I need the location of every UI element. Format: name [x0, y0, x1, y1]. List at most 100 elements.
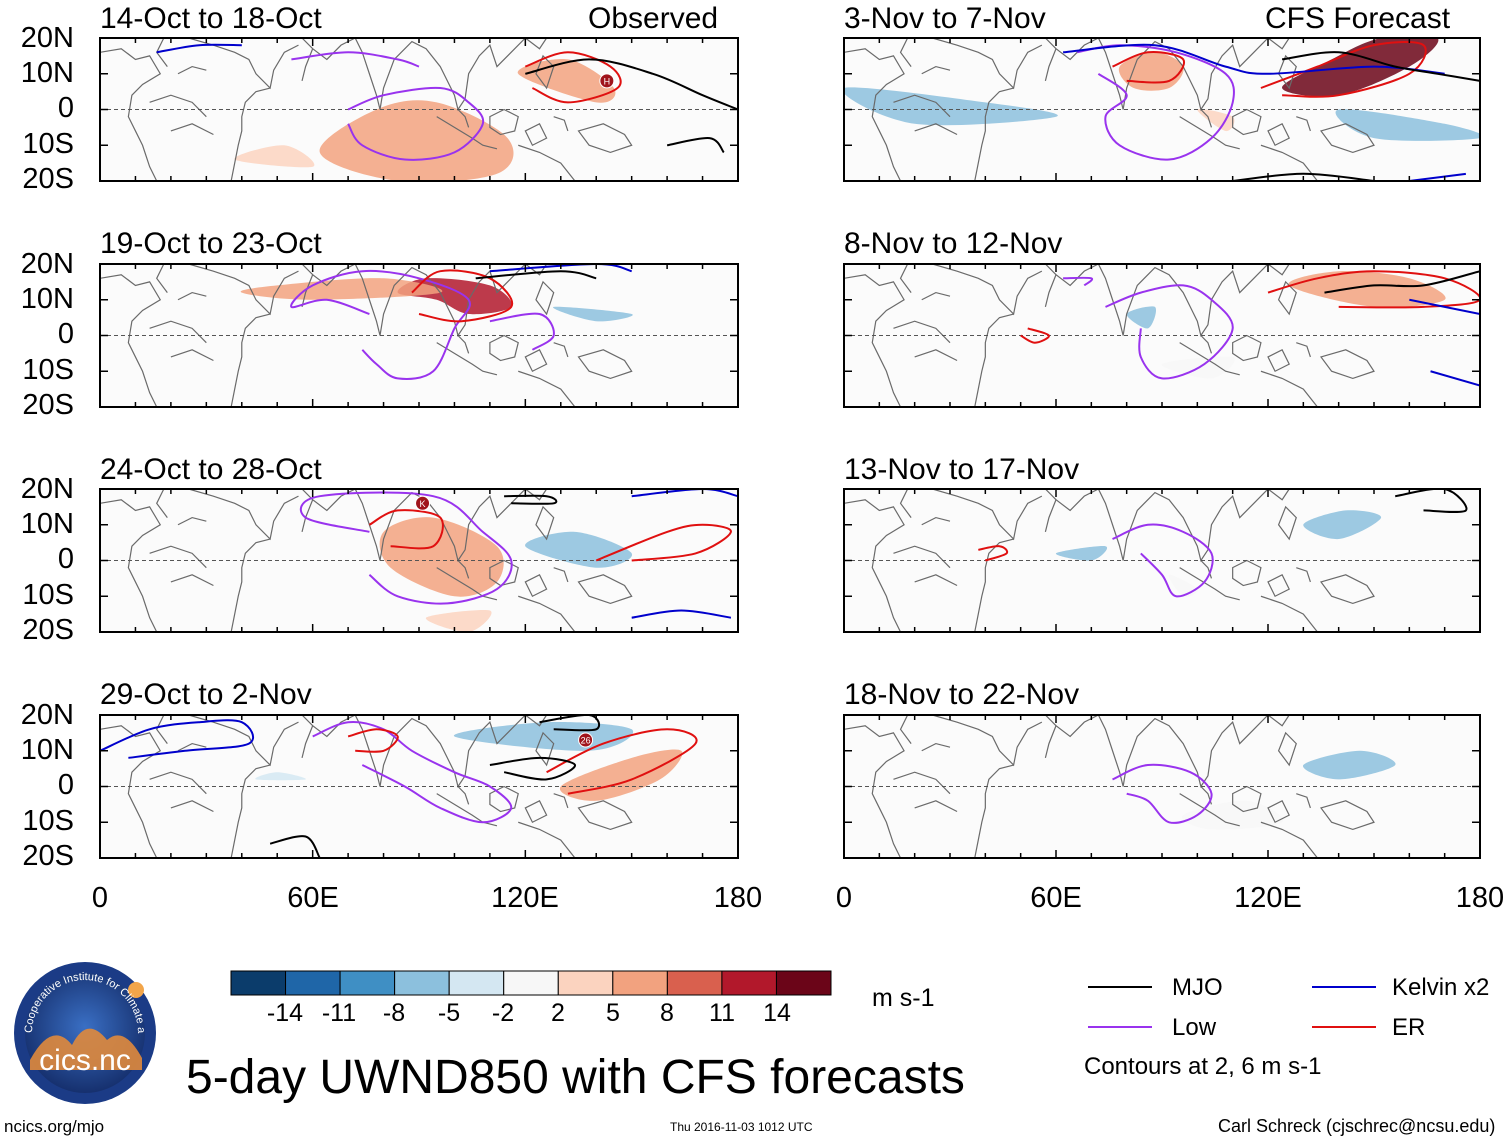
coastline: [178, 67, 206, 74]
map-panel-observed-4: 26: [99, 714, 739, 859]
coastline: [302, 38, 355, 59]
x-tick: 180: [1455, 882, 1505, 914]
colorbar-swatch: [503, 970, 559, 996]
coastline: [458, 110, 469, 128]
colorbar-label: 8: [660, 999, 674, 1027]
coastline: [1261, 145, 1318, 181]
coastline: [355, 715, 525, 787]
panel-title-8: 18-Nov to 22-Nov: [844, 678, 1080, 711]
colorbar-swatch: [557, 970, 614, 996]
colorbar-swatch: [666, 970, 723, 996]
coastline: [554, 117, 568, 131]
coastline: [189, 38, 299, 88]
coastline: [171, 801, 214, 812]
coastline: [100, 275, 160, 407]
coastline: [922, 293, 950, 300]
colorbar-swatch: [448, 970, 505, 996]
coastline: [915, 350, 957, 361]
panel-title-1: 14-Oct to 18-Oct: [100, 2, 322, 35]
coastline: [975, 314, 1014, 407]
wind-anomaly-shading: [234, 145, 315, 168]
colorbar-label: -5: [437, 999, 461, 1027]
coastline: [1268, 801, 1289, 822]
coastline: [525, 575, 546, 596]
y-tick: 0: [57, 769, 74, 801]
storm-marker-label: K: [420, 499, 426, 509]
coastline: [231, 765, 270, 858]
legend-note: Contours at 2, 6 m s-1: [1084, 1053, 1322, 1080]
panel-title-3: 24-Oct to 28-Oct: [100, 453, 322, 486]
coastline: [100, 500, 160, 632]
colorbar-label: 14: [763, 999, 791, 1027]
logo-text: cics.nc: [39, 1044, 131, 1077]
y-tick: 0: [57, 92, 74, 124]
footer-url[interactable]: ncics.org/mjo: [4, 1117, 105, 1136]
x-tick: 180: [713, 882, 763, 914]
er-contour: [524, 51, 622, 104]
y-tick: 20S: [22, 614, 74, 646]
low-contour: [1077, 44, 1235, 161]
colorbar: [230, 970, 832, 996]
er-contour: [1020, 327, 1050, 344]
coastline: [1045, 489, 1098, 510]
coastline: [178, 518, 206, 525]
colorbar-label: 5: [606, 999, 620, 1027]
wind-anomaly-shading: [1302, 750, 1396, 780]
mjo-contour: [489, 756, 576, 781]
coastline: [525, 489, 546, 500]
footer-timestamp: Thu 2016-11-03 1012 UTC: [670, 1120, 813, 1134]
coastline: [157, 264, 168, 293]
coastline: [231, 314, 270, 407]
coastline: [536, 56, 554, 88]
wind-anomaly-shading: [1303, 510, 1382, 540]
coastline: [1279, 56, 1297, 88]
coastline: [157, 489, 168, 518]
coastline: [554, 568, 568, 582]
colorbar-swatch: [721, 970, 777, 996]
wind-anomaly-shading: [319, 100, 514, 181]
coastline: [536, 282, 554, 314]
coastline: [458, 561, 469, 579]
wind-anomaly-shading: [1288, 270, 1446, 308]
coastline: [525, 715, 546, 726]
coastline: [525, 350, 546, 371]
coastline: [1180, 117, 1240, 149]
coastline: [189, 489, 299, 539]
er-contour: [546, 728, 698, 795]
wind-anomaly-shading: [240, 278, 443, 300]
coastline: [490, 110, 518, 135]
colorbar-swatch: [394, 970, 450, 996]
coastline: [1268, 715, 1289, 726]
kelvin-contour: [156, 43, 242, 54]
forecast-label: CFS Forecast: [1265, 2, 1451, 35]
coastline: [844, 726, 904, 858]
coastline: [1180, 794, 1240, 826]
er-contour: [1260, 41, 1427, 98]
coastline: [1261, 596, 1318, 632]
coastline: [554, 794, 568, 808]
mjo-contour: [666, 137, 725, 154]
kelvin-contour: [1409, 172, 1466, 181]
coastline: [1279, 507, 1297, 539]
y-tick: 20N: [20, 699, 74, 731]
low-contour: [299, 491, 513, 605]
coastline: [1045, 726, 1056, 758]
coastline: [1201, 561, 1212, 579]
coastline: [171, 124, 214, 135]
x-tick: 60E: [287, 882, 339, 914]
wind-anomaly-shading: [255, 772, 306, 781]
y-tick: 10N: [20, 283, 74, 315]
coastline: [437, 568, 497, 600]
coastline: [525, 124, 546, 145]
colorbar-swatch: [285, 970, 341, 996]
coastline: [554, 343, 568, 357]
coastline: [490, 561, 518, 586]
coastline: [844, 275, 904, 407]
coastline: [536, 507, 554, 539]
coastline: [525, 801, 546, 822]
colorbar-swatch: [339, 970, 396, 996]
y-tick: 10N: [20, 508, 74, 540]
coastline: [1279, 733, 1297, 765]
coastline: [302, 49, 313, 81]
coastline: [844, 49, 904, 181]
